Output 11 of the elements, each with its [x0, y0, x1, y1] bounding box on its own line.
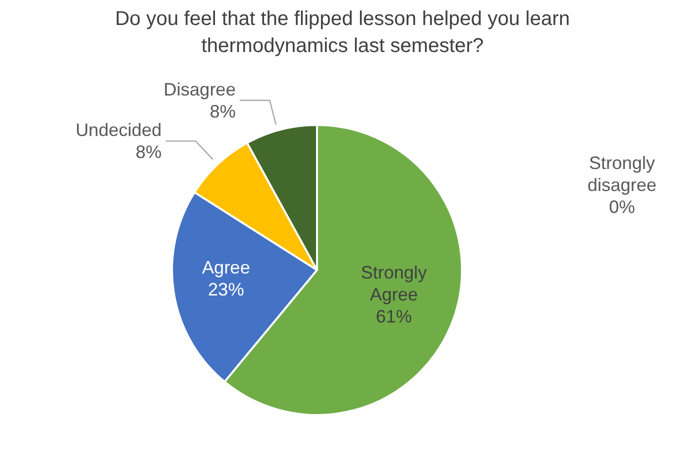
- slice-label: Disagree: [164, 79, 236, 100]
- slice-label: Agree: [202, 258, 250, 278]
- category-label: Strongly disagree: [587, 153, 657, 195]
- chart-title: Do you feel that the flipped lesson helped you learn thermodynamics last semester?: [114, 7, 571, 59]
- slice-label: Undecided: [76, 120, 162, 140]
- slice-label: Strongly Agree: [360, 262, 427, 304]
- data-label: 8%: [136, 142, 162, 162]
- data-label: 23%: [208, 280, 244, 300]
- data-label: 61%: [376, 306, 412, 326]
- data-label: 8%: [210, 101, 236, 122]
- text: 0%: [608, 197, 636, 217]
